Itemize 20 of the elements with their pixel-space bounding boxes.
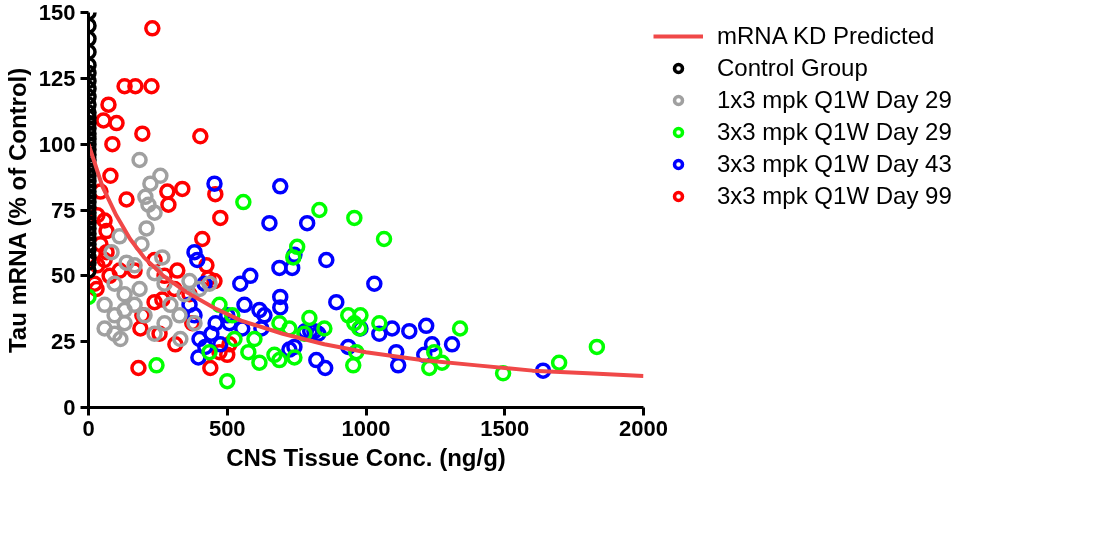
legend-label: 3x3 mpk Q1W Day 99	[717, 182, 952, 210]
y-tick-label: 100	[38, 131, 76, 157]
legend-label: 3x3 mpk Q1W Day 43	[717, 150, 952, 178]
legend-label: mRNA KD Predicted	[717, 22, 935, 50]
legend-label: Control Group	[717, 54, 868, 82]
y-tick-label: 75	[51, 197, 76, 223]
y-axis-title: Tau mRNA (% of Control)	[3, 67, 31, 354]
x-tick-label: 1500	[480, 415, 530, 441]
legend-label: 1x3 mpk Q1W Day 29	[717, 86, 952, 114]
y-tick-label: 150	[38, 0, 76, 25]
x-axis-title: CNS Tissue Conc. (ng/g)	[226, 443, 506, 471]
y-tick-label: 0	[63, 395, 76, 420]
legend-label: 3x3 mpk Q1W Day 29	[717, 118, 952, 146]
x-tick-label: 0	[82, 415, 95, 441]
y-tick-label: 50	[51, 263, 76, 289]
x-tick-label: 500	[208, 415, 246, 441]
y-tick-label: 125	[38, 65, 76, 91]
x-tick-label: 1000	[341, 415, 391, 441]
x-tick-label: 2000	[619, 415, 668, 441]
y-tick-label: 25	[51, 329, 76, 355]
